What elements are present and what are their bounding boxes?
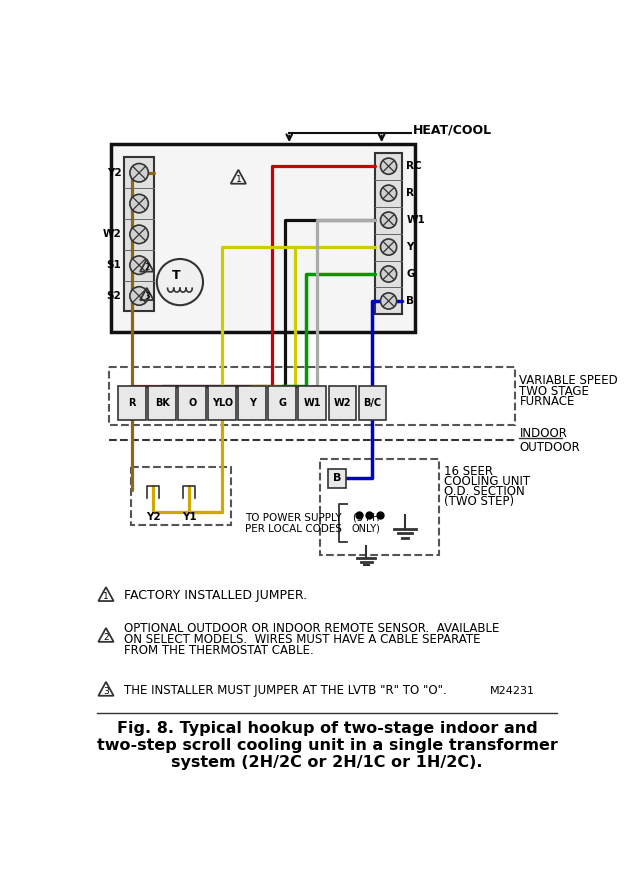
Text: two-step scroll cooling unit in a single transformer: two-step scroll cooling unit in a single… <box>96 738 558 753</box>
Text: Y: Y <box>406 242 413 252</box>
Text: W1: W1 <box>304 398 321 408</box>
Text: BK: BK <box>155 398 170 408</box>
Text: 3: 3 <box>144 292 150 301</box>
Text: B: B <box>406 296 414 306</box>
Text: system (2H/2C or 2H/1C or 1H/2C).: system (2H/2C or 2H/1C or 1H/2C). <box>171 755 483 770</box>
Bar <box>239 386 266 420</box>
Circle shape <box>130 194 148 213</box>
Text: OUTDOOR: OUTDOOR <box>519 441 580 454</box>
Bar <box>329 386 356 420</box>
Text: 16 SEER: 16 SEER <box>444 466 493 479</box>
Text: 3: 3 <box>103 687 109 696</box>
Text: W1: W1 <box>406 215 425 225</box>
Text: 2: 2 <box>103 634 109 642</box>
Text: M24231: M24231 <box>489 686 535 696</box>
Text: THE INSTALLER MUST JUMPER AT THE LVTB "R" TO "O".: THE INSTALLER MUST JUMPER AT THE LVTB "R… <box>124 684 447 697</box>
Text: Y1: Y1 <box>182 512 197 522</box>
Text: YLO: YLO <box>212 398 233 408</box>
Text: 1: 1 <box>103 592 109 601</box>
Text: INDOOR: INDOOR <box>519 427 567 440</box>
Text: ON SELECT MODELS.  WIRES MUST HAVE A CABLE SEPARATE: ON SELECT MODELS. WIRES MUST HAVE A CABL… <box>124 633 481 646</box>
Bar <box>299 386 326 420</box>
Text: Fig. 8. Typical hookup of two-stage indoor and: Fig. 8. Typical hookup of two-stage indo… <box>117 721 537 736</box>
Bar <box>124 158 154 312</box>
Text: FACTORY INSTALLED JUMPER.: FACTORY INSTALLED JUMPER. <box>124 589 308 602</box>
Text: VARIABLE SPEED: VARIABLE SPEED <box>519 374 618 388</box>
Circle shape <box>380 239 397 256</box>
Circle shape <box>130 287 148 305</box>
Text: B/C: B/C <box>364 398 382 408</box>
Text: S1: S1 <box>107 260 121 270</box>
Text: 1: 1 <box>235 175 241 184</box>
Text: TWO STAGE: TWO STAGE <box>519 384 590 397</box>
Bar <box>179 386 206 420</box>
Text: O: O <box>188 398 197 408</box>
Circle shape <box>380 158 397 174</box>
Text: B: B <box>333 473 341 484</box>
Text: 2: 2 <box>144 263 149 272</box>
Bar <box>118 386 146 420</box>
Bar <box>375 153 403 314</box>
Circle shape <box>380 293 397 309</box>
Circle shape <box>130 255 148 275</box>
Bar <box>148 386 176 420</box>
Text: FROM THE THERMOSTAT CABLE.: FROM THE THERMOSTAT CABLE. <box>124 644 315 656</box>
Text: Y: Y <box>249 398 256 408</box>
Text: COOLING UNIT: COOLING UNIT <box>444 475 530 488</box>
Text: RC: RC <box>406 161 422 172</box>
Bar <box>269 386 296 420</box>
Text: Y2: Y2 <box>107 168 121 178</box>
Bar <box>131 467 232 525</box>
Circle shape <box>380 266 397 282</box>
Text: S2: S2 <box>107 291 121 301</box>
Circle shape <box>380 186 397 201</box>
Circle shape <box>157 259 203 305</box>
Text: R: R <box>406 188 414 198</box>
Bar <box>110 144 415 332</box>
Text: T: T <box>172 270 181 283</box>
Text: G: G <box>406 269 415 279</box>
Text: (TWO STEP): (TWO STEP) <box>444 495 514 508</box>
Text: OPTIONAL OUTDOOR OR INDOOR REMOTE SENSOR.  AVAILABLE: OPTIONAL OUTDOOR OR INDOOR REMOTE SENSOR… <box>124 622 500 635</box>
Circle shape <box>380 212 397 228</box>
Bar <box>359 386 386 420</box>
Text: (3 PH
ONLY): (3 PH ONLY) <box>352 512 381 534</box>
Text: FURNACE: FURNACE <box>519 395 575 408</box>
Circle shape <box>130 225 148 243</box>
Text: W2: W2 <box>334 398 351 408</box>
Text: HEAT/COOL: HEAT/COOL <box>412 123 491 136</box>
Circle shape <box>130 164 148 182</box>
Text: O.D. SECTION: O.D. SECTION <box>444 486 525 499</box>
Text: R: R <box>128 398 136 408</box>
Bar <box>209 386 236 420</box>
Bar <box>109 367 515 424</box>
Text: TO POWER SUPPLY: TO POWER SUPPLY <box>245 514 341 523</box>
Bar <box>320 459 440 556</box>
Text: PER LOCAL CODES: PER LOCAL CODES <box>244 523 341 534</box>
Text: W2: W2 <box>103 229 121 240</box>
Bar <box>328 469 346 487</box>
Text: G: G <box>278 398 286 408</box>
Text: Y2: Y2 <box>145 512 160 522</box>
